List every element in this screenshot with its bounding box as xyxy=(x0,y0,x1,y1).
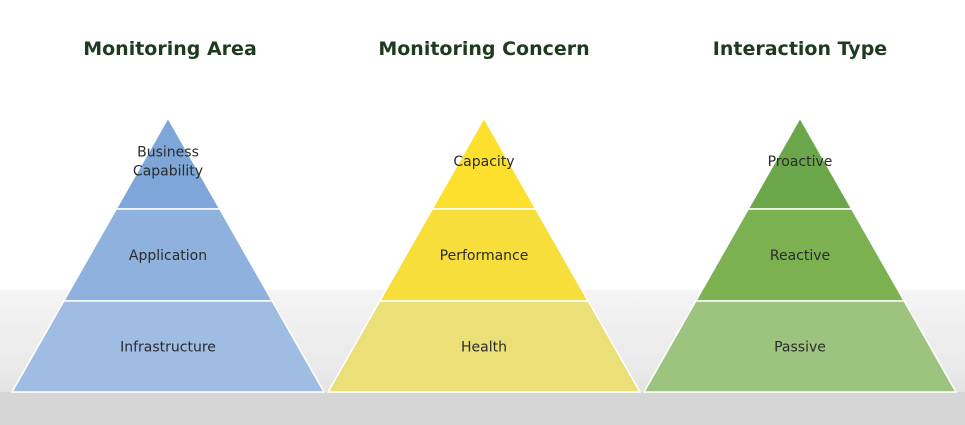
pyramid-3-level-3 xyxy=(642,300,958,393)
pyramid-2-level-3 xyxy=(326,300,642,393)
pyramid-3-level-3-label: Passive xyxy=(774,340,826,356)
pyramid-title-monitoring-area: Monitoring Area xyxy=(83,38,257,60)
pyramid-2: Capacity Performance Health xyxy=(326,116,642,393)
pyramid-3-level-1-label: Proactive xyxy=(768,154,833,170)
pyramid-1-level-3-label: Infrastructure xyxy=(120,340,216,356)
pyramid-3-level-2-label: Reactive xyxy=(770,248,830,264)
pyramid-title-interaction-type: Interaction Type xyxy=(712,38,888,60)
pyramid-1-level-1-label: Capability xyxy=(133,164,203,180)
pyramid-1-level-1-label: Business xyxy=(137,145,199,161)
pyramid-2-level-1-label: Capacity xyxy=(453,154,514,170)
pyramid-1-level-3 xyxy=(10,300,326,393)
pyramid-3: Proactive Reactive Passive xyxy=(642,116,958,393)
pyramid-title-monitoring-concern: Monitoring Concern xyxy=(378,38,590,60)
floor-band xyxy=(0,392,965,425)
pyramid-2-level-3-label: Health xyxy=(461,340,507,356)
pyramid-2-level-2-label: Performance xyxy=(440,248,529,264)
pyramid-1: Business Capability Application Infrastruct… xyxy=(10,116,326,393)
pyramid-1-level-2-label: Application xyxy=(129,248,207,264)
